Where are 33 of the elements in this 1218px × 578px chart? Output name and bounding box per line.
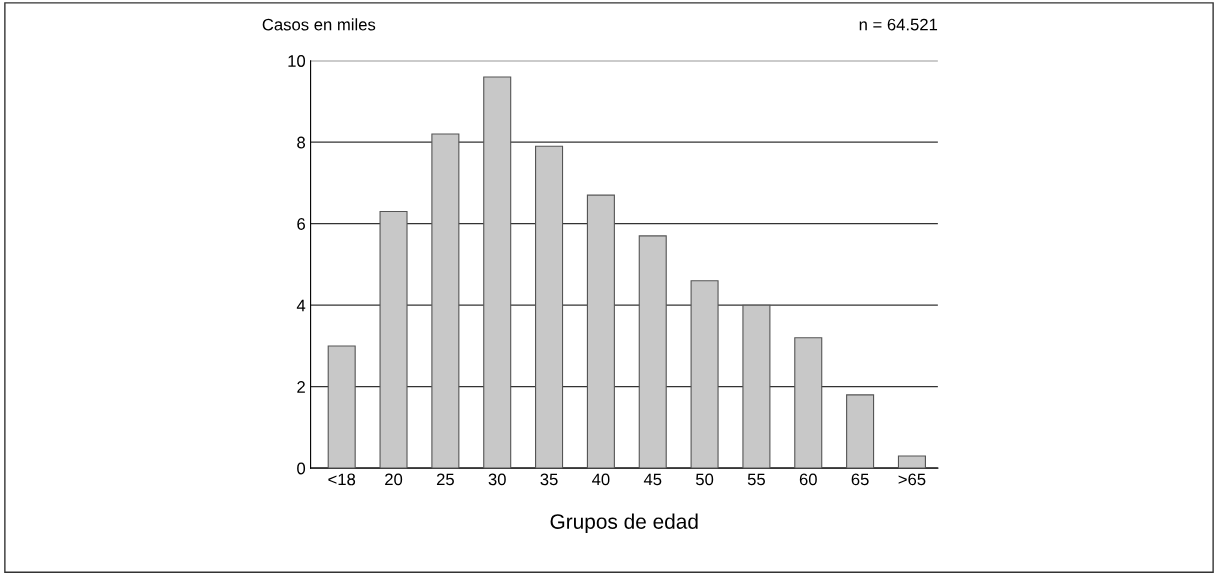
x-tick-label: 40 — [592, 473, 610, 486]
bar — [742, 304, 771, 469]
bar — [483, 76, 512, 469]
bar — [897, 455, 926, 469]
y-axis-title: Casos en miles — [262, 18, 376, 31]
bar — [690, 280, 719, 469]
bar — [794, 337, 823, 469]
x-tick-label: 65 — [851, 473, 869, 486]
y-tick-label: 4 — [296, 299, 306, 312]
bar — [535, 145, 564, 469]
y-tick-label: 10 — [288, 55, 306, 67]
text: n = 64.521 — [859, 18, 938, 31]
x-tick-label: <18 — [328, 473, 356, 486]
x-tick-label: 20 — [385, 473, 403, 486]
x-tick-label: 45 — [643, 473, 662, 486]
y-tick-label: 2 — [297, 381, 305, 393]
x-tick-label: 60 — [799, 473, 817, 486]
x-tick-label: 25 — [436, 473, 454, 486]
x-tick-label: 35 — [540, 473, 558, 486]
bar — [586, 194, 615, 469]
bar — [638, 235, 667, 469]
bar — [379, 210, 408, 469]
x-tick-label: 55 — [747, 473, 765, 486]
y-tick-label: 0 — [297, 462, 306, 475]
y-tick-label: 6 — [297, 218, 305, 230]
x-tick-label: 50 — [695, 473, 714, 486]
x-axis-title: Grupos de edad — [550, 513, 698, 533]
bar — [431, 133, 460, 469]
bar — [327, 345, 356, 469]
bar — [846, 394, 875, 469]
y-tick-label: 8 — [297, 136, 305, 149]
x-tick-label: >65 — [898, 473, 926, 486]
x-tick-label: 30 — [488, 473, 506, 486]
